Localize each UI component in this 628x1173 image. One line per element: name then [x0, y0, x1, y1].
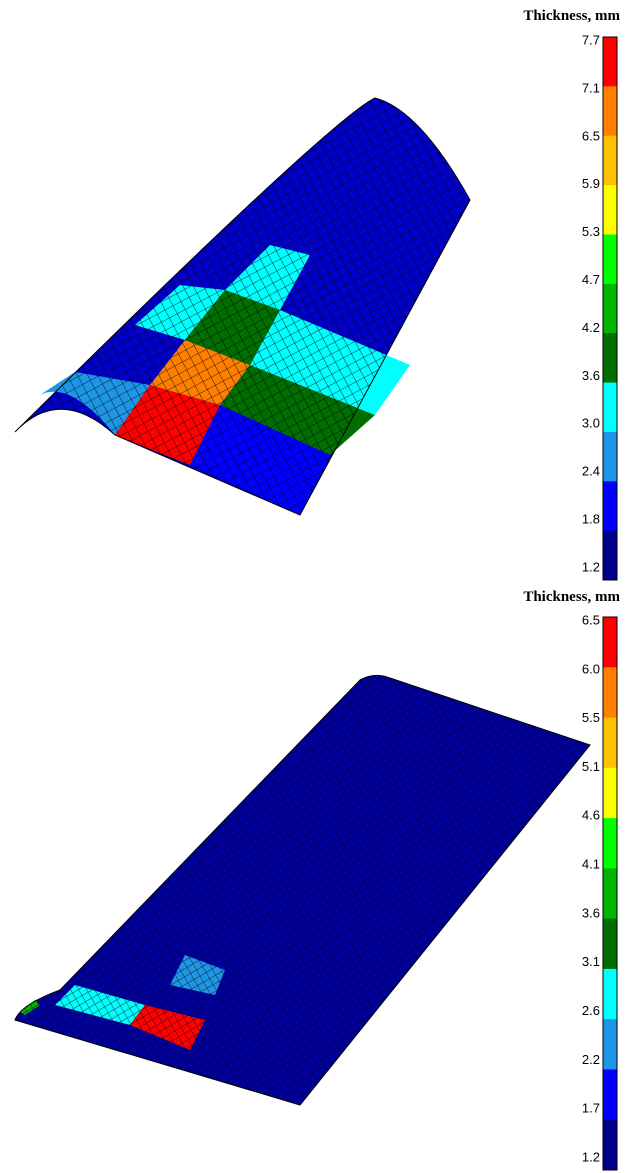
legend-label: 4.1	[582, 857, 600, 872]
legend-label: 1.7	[582, 1101, 600, 1116]
color-segment	[603, 284, 617, 334]
legend-label: 5.9	[582, 176, 600, 191]
legend-label: 3.6	[582, 905, 600, 920]
legend-label: 4.7	[582, 272, 600, 287]
legend-label: 7.1	[582, 80, 600, 95]
legend-label: 3.1	[582, 954, 600, 969]
color-segment	[603, 1069, 617, 1120]
legend-label: 1.2	[582, 559, 600, 574]
color-segment	[603, 919, 617, 970]
wing-mesh-bottom	[15, 675, 590, 1105]
color-segment	[603, 667, 617, 718]
color-segment	[603, 617, 617, 668]
color-segment	[603, 86, 617, 136]
color-segment	[603, 768, 617, 819]
legend-label: 3.0	[582, 416, 600, 431]
color-segment	[603, 969, 617, 1020]
color-segment	[603, 818, 617, 869]
legend-title: Thickness, mm	[523, 8, 620, 24]
color-segment	[603, 333, 617, 383]
color-segment	[603, 718, 617, 769]
legend-label: 6.0	[582, 661, 600, 676]
legend-label: 4.6	[582, 808, 600, 823]
color-segment	[603, 432, 617, 482]
color-segment	[603, 37, 617, 87]
color-segment	[603, 383, 617, 433]
color-segment	[603, 1120, 617, 1171]
legend-title: Thickness, mm	[523, 589, 620, 605]
legend-label: 6.5	[582, 128, 600, 143]
color-segment	[603, 1019, 617, 1070]
color-segment	[603, 868, 617, 919]
color-segment	[603, 531, 617, 581]
legend-label: 5.3	[582, 224, 600, 239]
legend-label: 1.8	[582, 512, 600, 527]
legend-label: 5.1	[582, 759, 600, 774]
color-segment	[603, 136, 617, 186]
legend-label: 3.6	[582, 368, 600, 383]
legend-label: 2.4	[582, 464, 600, 479]
legend-label: 2.6	[582, 1003, 600, 1018]
figure: Thickness, mm 7.7 7.1 6.5 5.9 5.3 4.7 4.2 3.6 3.0…	[0, 0, 628, 1173]
legend-label: 1.2	[582, 1149, 600, 1164]
wing-mesh-top	[15, 98, 470, 515]
color-segment	[603, 481, 617, 531]
legend-label: 2.2	[582, 1052, 600, 1067]
legend-label: 4.2	[582, 320, 600, 335]
legend-label: 5.5	[582, 710, 600, 725]
legend-label: 6.5	[582, 612, 600, 627]
color-segment	[603, 234, 617, 284]
color-segment	[603, 185, 617, 235]
legend-label: 7.7	[582, 32, 600, 47]
